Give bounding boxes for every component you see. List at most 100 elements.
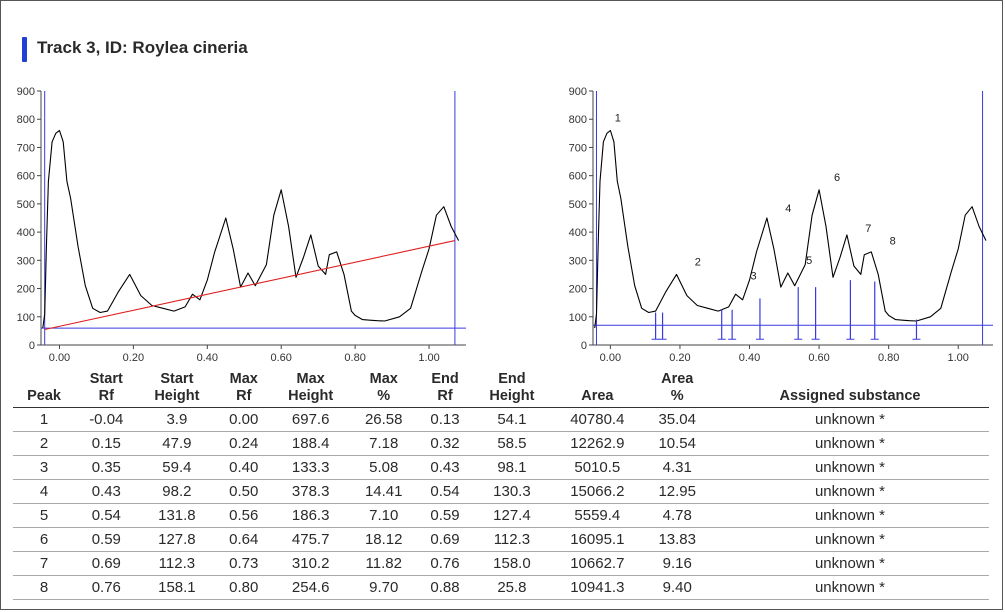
peak-label: 2 [695, 257, 701, 269]
column-header: End Height [473, 370, 552, 408]
table-cell: 0.76 [91, 579, 121, 596]
table-cell: 112.3 [158, 555, 196, 572]
table-cell: 475.7 [291, 531, 330, 548]
table-cell: 0.50 [229, 483, 259, 500]
table-cell: 11.82 [365, 555, 402, 572]
column-header: End Rf [417, 370, 472, 408]
table-cell: 0.54 [430, 483, 460, 500]
x-tick-label: 0.00 [600, 352, 621, 364]
column-header: Peak [13, 370, 75, 408]
y-tick-label: 800 [17, 114, 35, 126]
table-cell: 6 [39, 531, 49, 548]
y-tick-label: 600 [569, 171, 587, 183]
table-cell: 54.1 [497, 411, 527, 428]
table-cell: 133.3 [291, 459, 330, 476]
y-tick-label: 900 [17, 86, 35, 98]
table-cell: 0.15 [91, 435, 121, 452]
table-cell: 2 [39, 435, 49, 452]
table-cell: 5559.4 [574, 507, 621, 524]
table-cell: 25.8 [497, 579, 527, 596]
column-header-line: Area [661, 371, 694, 387]
y-tick-label: 500 [569, 199, 587, 211]
table-cell: 0.59 [430, 507, 460, 524]
y-tick-label: 700 [17, 142, 35, 154]
table-cell: 0.73 [229, 555, 259, 572]
table-cell: 98.2 [162, 483, 192, 500]
x-tick-label: 0.80 [344, 352, 365, 364]
table-cell: 0.56 [229, 507, 259, 524]
column-header-line: Height [154, 388, 200, 404]
table-cell: 16095.1 [570, 531, 625, 548]
table-cell: 1 [39, 411, 49, 428]
table-cell: 7 [39, 555, 49, 572]
y-tick-label: 0 [29, 340, 35, 352]
table-cell: 0.24 [229, 435, 259, 452]
x-tick-label: 0.60 [271, 352, 292, 364]
densitogram-chart-peaks: 0 100 200 300 400 500 600 700 800 900 0.00 0.20 0.40… [569, 86, 993, 364]
table-cell: unknown * [814, 411, 886, 428]
peak-label: 3 [750, 271, 756, 283]
table-cell: 3.9 [166, 411, 188, 428]
title-accent-bar [22, 37, 27, 62]
table-cell: 13.83 [658, 531, 696, 548]
y-tick-label: 100 [17, 312, 35, 324]
table-row: 5 0.54 131.8 0.56 186.3 7.10 0.59 127.4 5559.4 4.… [13, 504, 989, 528]
column-header-line: Max [369, 371, 398, 387]
table-cell: 58.5 [497, 435, 527, 452]
column-header: Start Height [138, 370, 217, 408]
table-cell: 310.2 [291, 555, 330, 572]
column-header: Assigned substance [711, 370, 989, 408]
table-cell: 18.12 [364, 531, 403, 548]
table-cell: 10.54 [658, 435, 696, 452]
column-header: Area [551, 370, 643, 408]
table-cell: 15066.2 [570, 483, 625, 500]
y-tick-label: 300 [569, 255, 587, 267]
table-cell: 7.10 [369, 507, 399, 524]
table-row: 6 0.59 127.8 0.64 475.7 18.12 0.69 112.3 16095.1… [13, 528, 989, 552]
table-cell: 3 [39, 459, 49, 476]
y-tick-label: 400 [17, 227, 35, 239]
column-header: Start Rf [75, 370, 138, 408]
column-header-line: Start [89, 371, 123, 387]
table-cell: 158.0 [493, 555, 531, 572]
x-tick-label: 1.00 [948, 352, 969, 364]
y-tick-label: 100 [569, 312, 587, 324]
x-tick-label: 1.00 [418, 352, 439, 364]
table-row: 8 0.76 158.1 0.80 254.6 9.70 0.88 25.8 10941.3 9.… [13, 576, 989, 600]
table-cell: 12.95 [658, 483, 696, 500]
table-cell: 40780.4 [570, 411, 625, 428]
table-cell: 47.9 [162, 435, 192, 452]
column-header-line: Rf [437, 388, 453, 404]
column-header-line: % [670, 388, 684, 404]
table-cell: 10662.7 [570, 555, 625, 572]
table-row: 1 -0.04 3.9 0.00 697.6 26.58 0.13 54.1 40780.4 35… [13, 408, 989, 432]
table-cell: 98.1 [497, 459, 527, 476]
table-cell: 4.78 [662, 507, 692, 524]
table-row: 2 0.15 47.9 0.24 188.4 7.18 0.32 58.5 12262.9 10.… [13, 432, 989, 456]
table-cell: 0.54 [91, 507, 121, 524]
table-cell: -0.04 [89, 411, 124, 428]
table-cell: 0.13 [430, 411, 460, 428]
table-cell: 26.58 [364, 411, 403, 428]
column-header-line [715, 371, 985, 388]
table-cell: 4 [39, 483, 49, 500]
densitogram-trace [42, 129, 460, 329]
table-cell: 0.00 [229, 411, 259, 428]
table-cell: 127.8 [158, 531, 196, 548]
column-header-line: Peak [27, 388, 61, 404]
y-tick-label: 500 [17, 199, 35, 211]
y-tick-label: 700 [569, 142, 587, 154]
column-header-line: End [431, 371, 459, 387]
table-cell: 0.76 [430, 555, 460, 572]
table-cell: 9.70 [369, 579, 399, 596]
table-cell: 0.59 [91, 531, 121, 548]
column-header-line: Max [229, 371, 258, 387]
peak-table-header: Peak Start Rf Start Height Max Rf Max Height Max%… [13, 370, 989, 408]
peak-label: 5 [806, 255, 812, 267]
peak-label: 1 [615, 113, 621, 125]
column-header: Max Rf [216, 370, 271, 408]
x-tick-label: 0.40 [739, 352, 760, 364]
column-header-line: End [498, 371, 526, 387]
table-cell: 378.3 [291, 483, 330, 500]
table-cell: 0.80 [229, 579, 259, 596]
